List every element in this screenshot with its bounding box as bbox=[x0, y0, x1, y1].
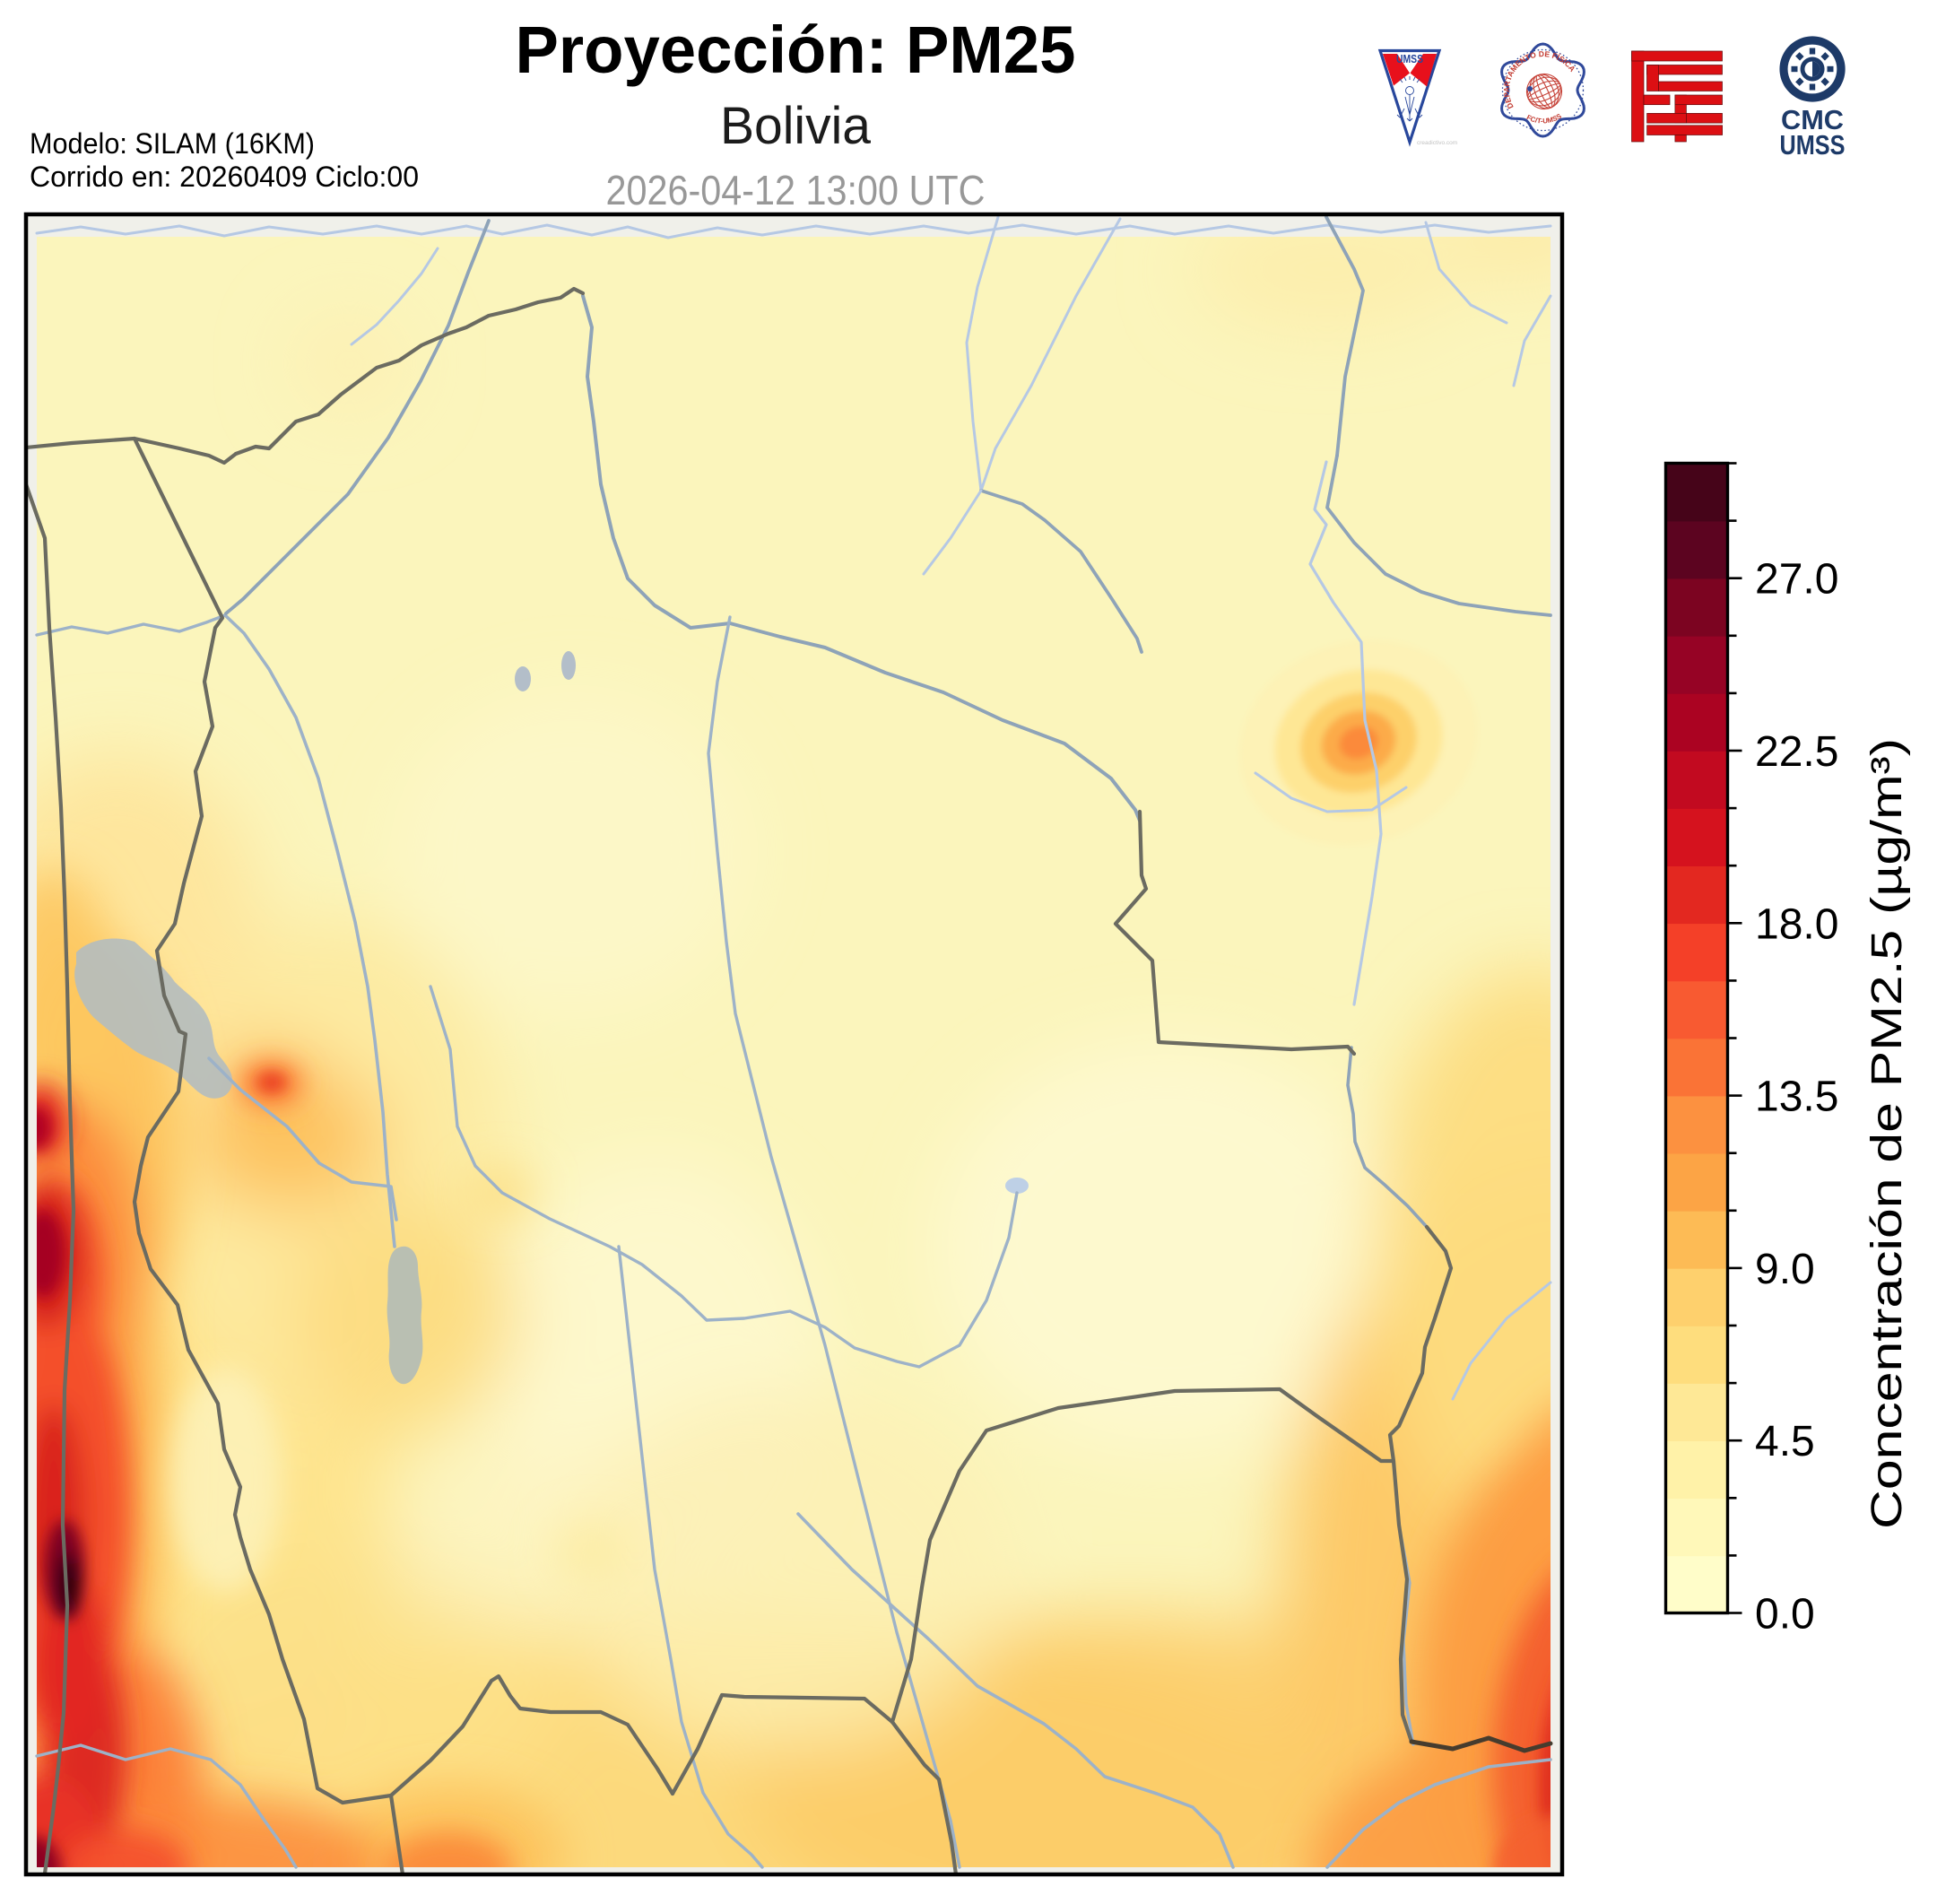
svg-text:0.0: 0.0 bbox=[1755, 1591, 1815, 1639]
svg-text:2026-04-12 13:00 UTC: 2026-04-12 13:00 UTC bbox=[606, 167, 986, 213]
svg-text:Modelo: SILAM (16KM): Modelo: SILAM (16KM) bbox=[30, 127, 315, 160]
svg-text:Corrido en: 20260409 Ciclo:00: Corrido en: 20260409 Ciclo:00 bbox=[30, 161, 419, 193]
svg-text:Proyección: PM25: Proyección: PM25 bbox=[516, 13, 1076, 87]
svg-text:4.5: 4.5 bbox=[1755, 1418, 1815, 1465]
svg-text:UMSS: UMSS bbox=[1780, 129, 1846, 161]
svg-text:18.0: 18.0 bbox=[1755, 900, 1838, 948]
svg-text:Concentración de PM2.5 (µg/m³): Concentración de PM2.5 (µg/m³) bbox=[1863, 738, 1911, 1529]
svg-text:UMSS: UMSS bbox=[1396, 53, 1423, 65]
svg-text:9.0: 9.0 bbox=[1755, 1246, 1815, 1293]
svg-text:Bolivia: Bolivia bbox=[720, 97, 872, 155]
svg-text:creadictivo.com: creadictivo.com bbox=[1417, 140, 1457, 146]
svg-text:CMC: CMC bbox=[1781, 104, 1844, 135]
svg-text:27.0: 27.0 bbox=[1755, 556, 1838, 604]
svg-text:13.5: 13.5 bbox=[1755, 1074, 1838, 1121]
svg-text:22.5: 22.5 bbox=[1755, 728, 1838, 776]
